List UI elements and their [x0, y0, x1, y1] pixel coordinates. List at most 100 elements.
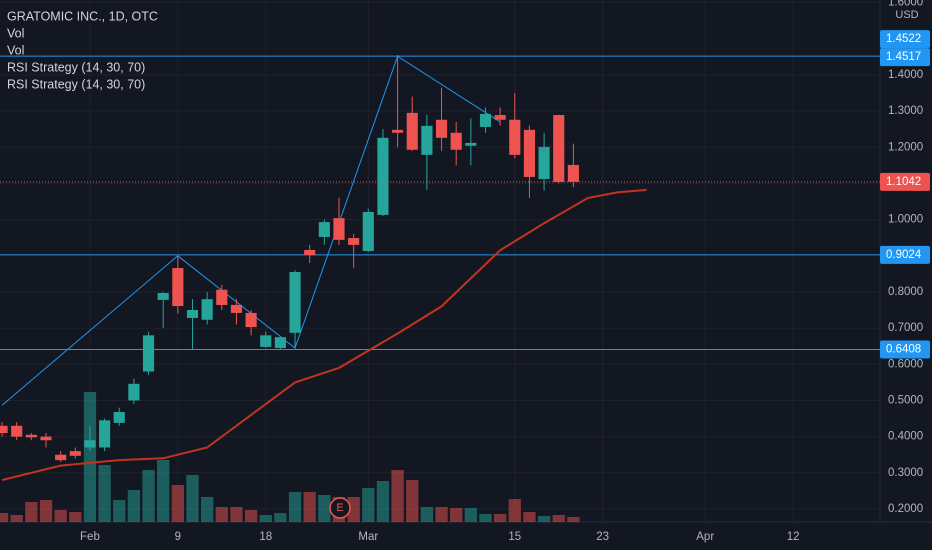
candle-body [362, 211, 374, 252]
y-tick-label: 1.3000 [888, 105, 923, 117]
candle-body [304, 249, 316, 256]
candle-body [216, 289, 228, 305]
last-price-label: 1.1042 [886, 176, 921, 188]
x-tick-label: Feb [80, 531, 100, 543]
volume-bar [435, 507, 448, 522]
y-tick-label: 1.4000 [888, 69, 923, 81]
last-price-box [880, 172, 930, 191]
legend-item: Vol [7, 43, 24, 57]
candle-body [289, 272, 301, 333]
volume-bar [537, 516, 551, 522]
volume-bar [493, 514, 507, 522]
legend-item: RSI Strategy (14, 30, 70) [7, 60, 145, 74]
volume-bar [230, 507, 243, 522]
volume-bar [10, 515, 23, 522]
volume-pane [0, 392, 580, 522]
x-tick-label: 23 [596, 531, 609, 543]
candle-body [479, 113, 492, 127]
volume-bar [186, 475, 199, 522]
volume-bar [113, 500, 126, 522]
candle-body [69, 451, 81, 456]
volume-bar [0, 513, 9, 522]
moving-average [1, 188, 647, 481]
volume-bar [464, 508, 477, 522]
volume-bar [215, 507, 228, 522]
candle-body [406, 112, 418, 150]
price-label-box [880, 340, 930, 359]
candle-body [201, 299, 213, 320]
volume-bar [127, 490, 141, 522]
candle-body [392, 129, 404, 133]
y-tick-label: 1.6000 [888, 0, 923, 9]
candle-body [84, 440, 96, 448]
legend-item: RSI Strategy (14, 30, 70) [7, 77, 145, 91]
x-tick-label: 12 [787, 531, 800, 543]
price-label-box [880, 30, 930, 49]
candle-body [465, 142, 477, 146]
x-tick-label: Mar [358, 531, 378, 543]
candle-body [450, 132, 462, 150]
y-tick-label: 0.7000 [888, 322, 923, 334]
candle-body [0, 425, 8, 434]
earnings-marker[interactable] [329, 497, 351, 519]
volume-bar [54, 510, 67, 522]
earnings-label: E [336, 502, 343, 514]
volume-bar [376, 481, 390, 522]
volume-bar [83, 392, 97, 522]
candle-body [509, 119, 521, 155]
volume-bar [274, 513, 287, 522]
candle-body [25, 434, 37, 438]
volume-bar [200, 497, 214, 522]
currency-label: USD [895, 9, 918, 21]
candle-body [172, 268, 184, 307]
price-label: 1.4517 [886, 51, 921, 63]
volume-bar [391, 470, 404, 522]
candle-body [377, 137, 389, 215]
x-tick-label: 15 [508, 531, 521, 543]
candle-body [11, 425, 23, 437]
candle-body [245, 312, 257, 328]
candle-body [40, 436, 52, 441]
y-tick-label: 0.4000 [888, 431, 923, 443]
volume-bar [259, 515, 272, 522]
y-tick-label: 0.8000 [888, 286, 923, 298]
volume-bar [142, 470, 155, 522]
symbol-title: GRATOMIC INC., 1D, OTC [7, 9, 158, 23]
candle-body [142, 335, 155, 372]
candle-body [260, 335, 272, 347]
candle-body [567, 164, 579, 182]
candle-body [230, 304, 243, 313]
volume-bar [288, 492, 302, 522]
volume-bar [303, 492, 316, 522]
x-tick-label: 18 [259, 531, 272, 543]
volume-bar [39, 500, 53, 522]
axis: 0.2000 0.3000 0.4000 0.5000 0.6000 0.7000 0.80… [80, 0, 930, 543]
y-tick-label: 1.2000 [888, 141, 923, 153]
volume-bar [171, 485, 184, 522]
volume-bar [244, 510, 258, 522]
candle-body [538, 146, 550, 180]
candle-body [523, 129, 536, 177]
candle-body [99, 420, 111, 448]
volume-bar [347, 497, 360, 522]
volume-bar [69, 512, 82, 522]
price-label: 0.6408 [886, 344, 921, 356]
candle-body [421, 125, 433, 155]
x-tick-label: Apr [696, 531, 714, 543]
legend-item: Vol [7, 26, 24, 40]
candle-body [348, 238, 360, 245]
candle-body [553, 115, 565, 182]
y-tick-label: 0.3000 [888, 467, 923, 479]
volume-bar [523, 512, 536, 522]
y-tick-label: 0.5000 [888, 394, 923, 406]
candle-body [186, 310, 199, 318]
candle-body [157, 293, 169, 300]
volume-bar [552, 515, 565, 522]
price-label: 0.9024 [886, 249, 922, 261]
candle-body [128, 383, 140, 401]
plot [0, 54, 880, 481]
candle-body [318, 222, 330, 237]
candle-body [494, 115, 506, 120]
